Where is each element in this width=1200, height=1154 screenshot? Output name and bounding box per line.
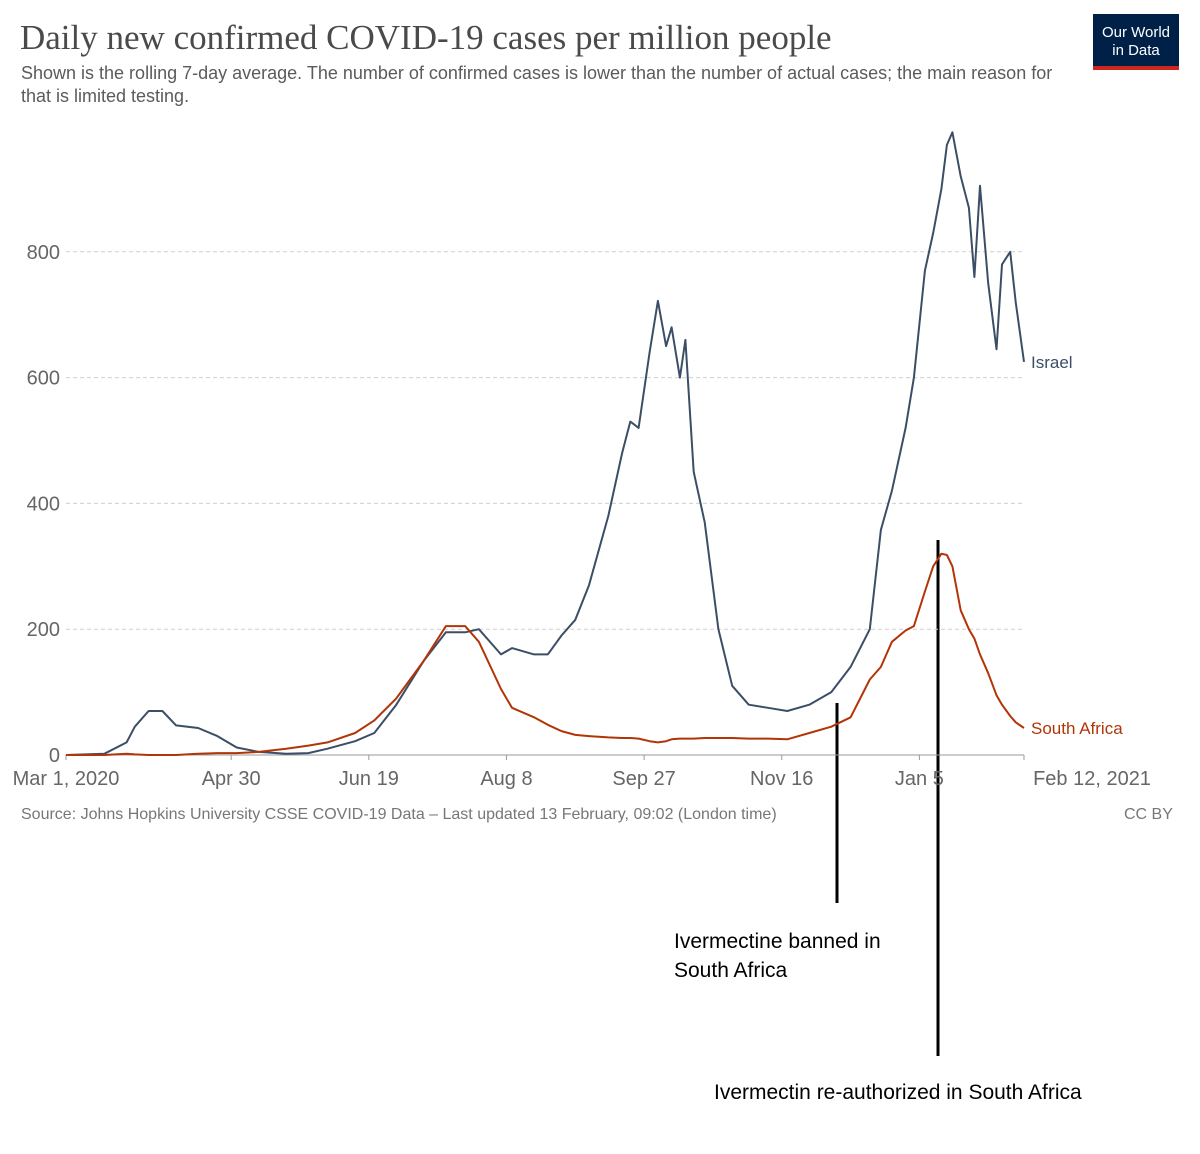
y-tick-label: 0	[49, 745, 60, 767]
annotation-line-text: South Africa	[674, 959, 788, 982]
y-tick-label: 800	[27, 242, 60, 264]
chart-subtitle: Shown is the rolling 7-day average. The …	[21, 63, 1053, 106]
annotation-line-text: Ivermectine banned in	[674, 930, 881, 953]
logo[interactable]: Our World in Data	[1093, 14, 1179, 70]
x-tick-label: Jun 19	[339, 768, 399, 790]
x-tick-label: Mar 1, 2020	[13, 768, 120, 790]
y-tick-label: 400	[27, 493, 60, 515]
x-tick-label: Jan 5	[895, 768, 944, 790]
chart-title: Daily new confirmed COVID-19 cases per m…	[20, 18, 832, 57]
y-tick-label: 200	[27, 619, 60, 641]
annotation-line-text: Ivermectin re-authorized in South Africa	[714, 1081, 1082, 1104]
annotation: Ivermectin re-authorized in South Africa	[714, 1078, 1082, 1107]
series-line	[66, 552, 1025, 756]
source: Source: Johns Hopkins University CSSE CO…	[21, 806, 777, 823]
annotation: Ivermectine banned in South Africa	[674, 927, 881, 985]
logo-line: Our World	[1101, 24, 1171, 41]
x-tick-label: Apr 30	[202, 768, 261, 790]
legend-label: South Africa	[1031, 719, 1123, 738]
x-tick-label: Aug 8	[480, 768, 532, 790]
y-tick-label: 600	[27, 368, 60, 390]
x-tick-label: Nov 16	[750, 768, 813, 790]
x-tick-label: Feb 12, 2021	[1033, 768, 1151, 790]
series-line	[65, 131, 1025, 756]
x-tick-label: Sep 27	[612, 768, 675, 790]
legend-label: Israel	[1031, 353, 1073, 372]
logo-line: in Data	[1112, 42, 1160, 59]
license[interactable]: CC BY	[1124, 806, 1173, 823]
